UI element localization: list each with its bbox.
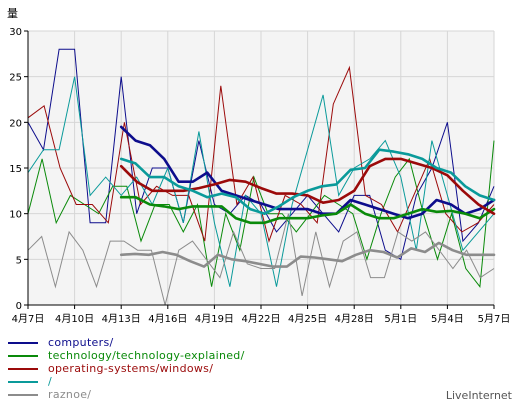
series-line-4 xyxy=(27,213,495,306)
series-trend-line-4 xyxy=(119,241,496,268)
series-trend-line-1 xyxy=(119,195,496,225)
y-tick-label: 25 xyxy=(9,73,22,84)
x-tick-label: 4月10日 xyxy=(55,313,94,325)
series-layer xyxy=(27,48,496,306)
x-tick-label: 4月7日 xyxy=(12,313,45,325)
y-axis-ticks: 0 5 10 15 20 25 30 xyxy=(9,27,28,312)
series-trend-line-0 xyxy=(119,125,496,220)
x-tick-label: 4月19日 xyxy=(195,313,234,325)
series-line-1 xyxy=(27,140,495,289)
x-axis-ticks: 4月7日 4月10日 4月13日 4月16日 4月19日 4月22日 4月25日 4月28日 5… xyxy=(12,305,511,325)
legend-label: raznoe/ xyxy=(48,388,92,401)
x-tick-label: 4月28日 xyxy=(335,313,374,325)
legend-swatch xyxy=(8,381,38,383)
x-tick-label: 4月16日 xyxy=(148,313,187,325)
y-tick-label: 15 xyxy=(9,164,22,175)
y-tick-label: 5 xyxy=(16,255,22,266)
legend-label: computers/ xyxy=(48,336,114,349)
x-tick-label: 4月22日 xyxy=(241,313,280,325)
x-tick-label: 5月1日 xyxy=(384,313,417,325)
y-tick-label: 20 xyxy=(9,118,22,129)
legend-swatch xyxy=(8,394,38,396)
y-tick-label: 10 xyxy=(9,210,22,221)
x-tick-label: 4月25日 xyxy=(288,313,327,325)
y-tick-label: 30 xyxy=(9,27,22,38)
source-watermark: LiveInternet xyxy=(445,389,512,402)
x-tick-label: 5月7日 xyxy=(478,313,511,325)
legend-label: / xyxy=(48,375,53,388)
series-trend-line-3 xyxy=(119,148,496,215)
legend-swatch xyxy=(8,355,38,357)
x-tick-label: 4月13日 xyxy=(102,313,141,325)
y-tick-label: 0 xyxy=(16,301,22,312)
series-line-2 xyxy=(27,65,495,243)
x-tick-label: 5月4日 xyxy=(431,313,464,325)
legend-label: technology/technology-explained/ xyxy=(48,349,245,362)
legend-label: operating-systems/windows/ xyxy=(48,362,214,375)
legend-swatch xyxy=(8,368,38,370)
y-axis-label: 量 xyxy=(7,7,18,20)
legend-swatch xyxy=(8,342,38,344)
series-trend-line-2 xyxy=(119,157,496,215)
line-chart: 0 5 10 15 20 25 30 4月7日 4月10日 4月13日 4月16日 4月19日 4月2… xyxy=(7,7,511,325)
